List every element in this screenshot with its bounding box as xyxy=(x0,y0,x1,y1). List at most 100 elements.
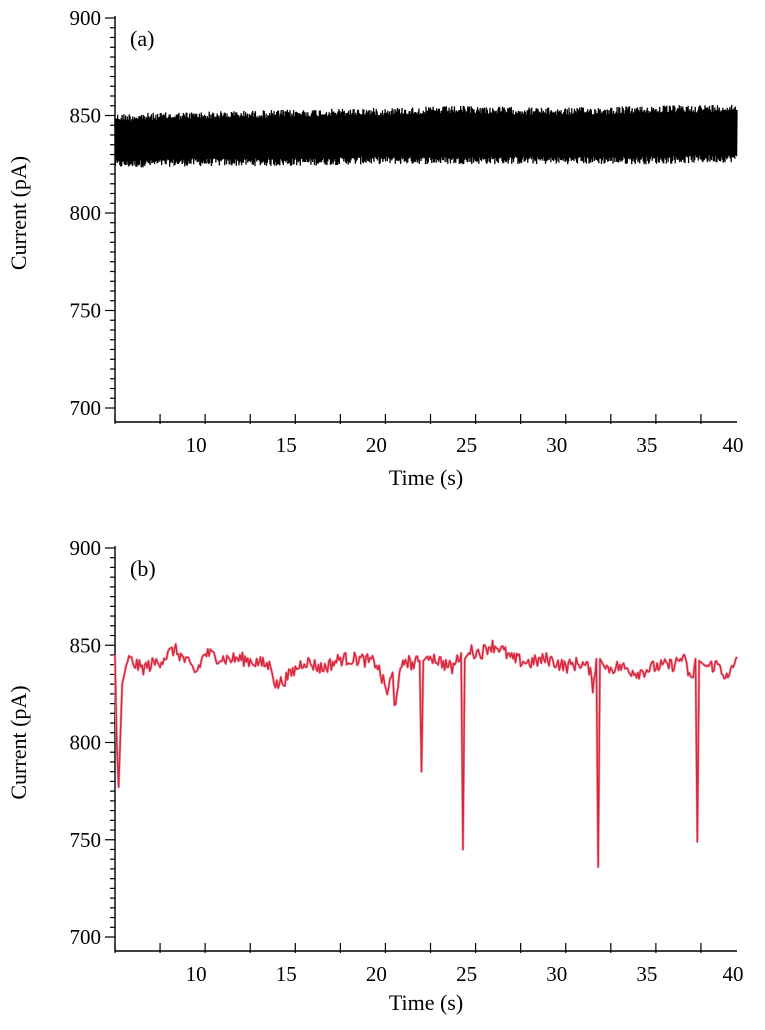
data-point xyxy=(118,787,119,788)
data-point xyxy=(114,654,115,655)
x-tick-label: 40 xyxy=(723,962,744,986)
data-point xyxy=(241,658,242,659)
x-tick-label: 20 xyxy=(366,962,387,986)
data-point xyxy=(196,672,197,673)
x-tick-label: 40 xyxy=(723,433,744,457)
x-tick-label: 35 xyxy=(636,962,657,986)
data-point xyxy=(464,658,465,659)
data-point xyxy=(580,662,581,663)
x-tick-label: 30 xyxy=(546,962,567,986)
y-tick-label: 750 xyxy=(70,828,102,852)
data-point xyxy=(565,666,566,667)
data-point xyxy=(695,658,696,659)
data-point xyxy=(205,652,206,653)
data-point xyxy=(498,647,499,648)
data-point xyxy=(462,849,463,850)
data-point xyxy=(706,666,707,667)
x-tick-label: 15 xyxy=(276,433,297,457)
data-point xyxy=(141,668,142,669)
data-point xyxy=(599,658,600,659)
panel-a-chart: 700 750 800 850 900 10 15 20 25 30 35 40 Time (s) Cur… xyxy=(6,6,744,490)
data-point xyxy=(304,660,305,661)
data-point xyxy=(736,656,737,657)
y-tick-label: 800 xyxy=(70,201,102,225)
y-tick-label: 800 xyxy=(70,731,102,755)
y-tick-label: 900 xyxy=(70,536,102,560)
data-point xyxy=(461,652,462,653)
data-point xyxy=(394,707,395,708)
y-tick-label: 900 xyxy=(70,6,102,30)
data-point xyxy=(480,652,481,653)
current-trace-line xyxy=(114,640,738,868)
data-point xyxy=(489,645,490,646)
y-tick-label: 700 xyxy=(70,396,102,420)
data-point xyxy=(259,662,260,663)
data-point xyxy=(605,668,606,669)
data-point xyxy=(718,664,719,665)
data-point xyxy=(358,658,359,659)
panel-label: (a) xyxy=(130,26,154,51)
data-point xyxy=(529,662,530,663)
data-point xyxy=(673,664,674,665)
data-point xyxy=(116,742,117,743)
x-tick-label: 15 xyxy=(276,962,297,986)
y-tick-label: 850 xyxy=(70,633,102,657)
data-point xyxy=(397,682,398,683)
x-tick-label: 30 xyxy=(546,433,567,457)
data-point xyxy=(174,649,175,650)
data-point xyxy=(419,660,420,661)
data-point xyxy=(127,658,128,659)
data-point xyxy=(405,658,406,659)
data-point xyxy=(423,660,424,661)
panel-b-chart: 700 750 800 850 900 10 15 20 25 30 35 40 Time (s) Cur… xyxy=(6,536,744,1015)
panel-label: (b) xyxy=(130,556,156,581)
data-point xyxy=(392,674,393,675)
y-axis-title: Current (pA) xyxy=(6,685,31,799)
x-tick-label: 25 xyxy=(456,962,477,986)
data-point xyxy=(682,656,683,657)
x-tick-label: 10 xyxy=(186,962,207,986)
x-tick-label: 35 xyxy=(636,433,657,457)
data-point xyxy=(699,660,700,661)
data-point xyxy=(412,664,413,665)
data-point xyxy=(655,666,656,667)
data-point xyxy=(637,672,638,673)
x-tick-label: 20 xyxy=(366,433,387,457)
data-point xyxy=(511,658,512,659)
x-axis-title: Time (s) xyxy=(389,465,463,490)
data-point xyxy=(697,841,698,842)
y-tick-label: 700 xyxy=(70,925,102,949)
y-axis-title: Current (pA) xyxy=(6,156,31,270)
data-point xyxy=(122,684,123,685)
data-point xyxy=(470,650,471,651)
current-trace-line xyxy=(114,104,738,168)
data-point xyxy=(271,666,272,667)
data-point xyxy=(452,668,453,669)
data-point xyxy=(421,771,422,772)
data-point xyxy=(340,658,341,659)
data-point xyxy=(376,662,377,663)
data-point xyxy=(589,668,590,669)
y-tick-label: 850 xyxy=(70,104,102,128)
data-point xyxy=(439,660,440,661)
data-point xyxy=(727,680,728,681)
data-point xyxy=(322,668,323,669)
data-point xyxy=(592,685,593,686)
data-point xyxy=(381,678,382,679)
data-point xyxy=(596,658,597,659)
data-point xyxy=(547,658,548,659)
y-tick-label: 750 xyxy=(70,299,102,323)
data-point xyxy=(159,660,160,661)
data-point xyxy=(275,685,276,686)
x-tick-label: 25 xyxy=(456,433,477,457)
data-point xyxy=(223,658,224,659)
data-point xyxy=(598,866,599,867)
data-point xyxy=(428,654,429,655)
data-point xyxy=(286,678,287,679)
data-point xyxy=(619,666,620,667)
x-tick-label: 10 xyxy=(186,433,207,457)
data-point xyxy=(387,691,388,692)
x-axis-title: Time (s) xyxy=(389,990,463,1015)
data-point xyxy=(691,682,692,683)
